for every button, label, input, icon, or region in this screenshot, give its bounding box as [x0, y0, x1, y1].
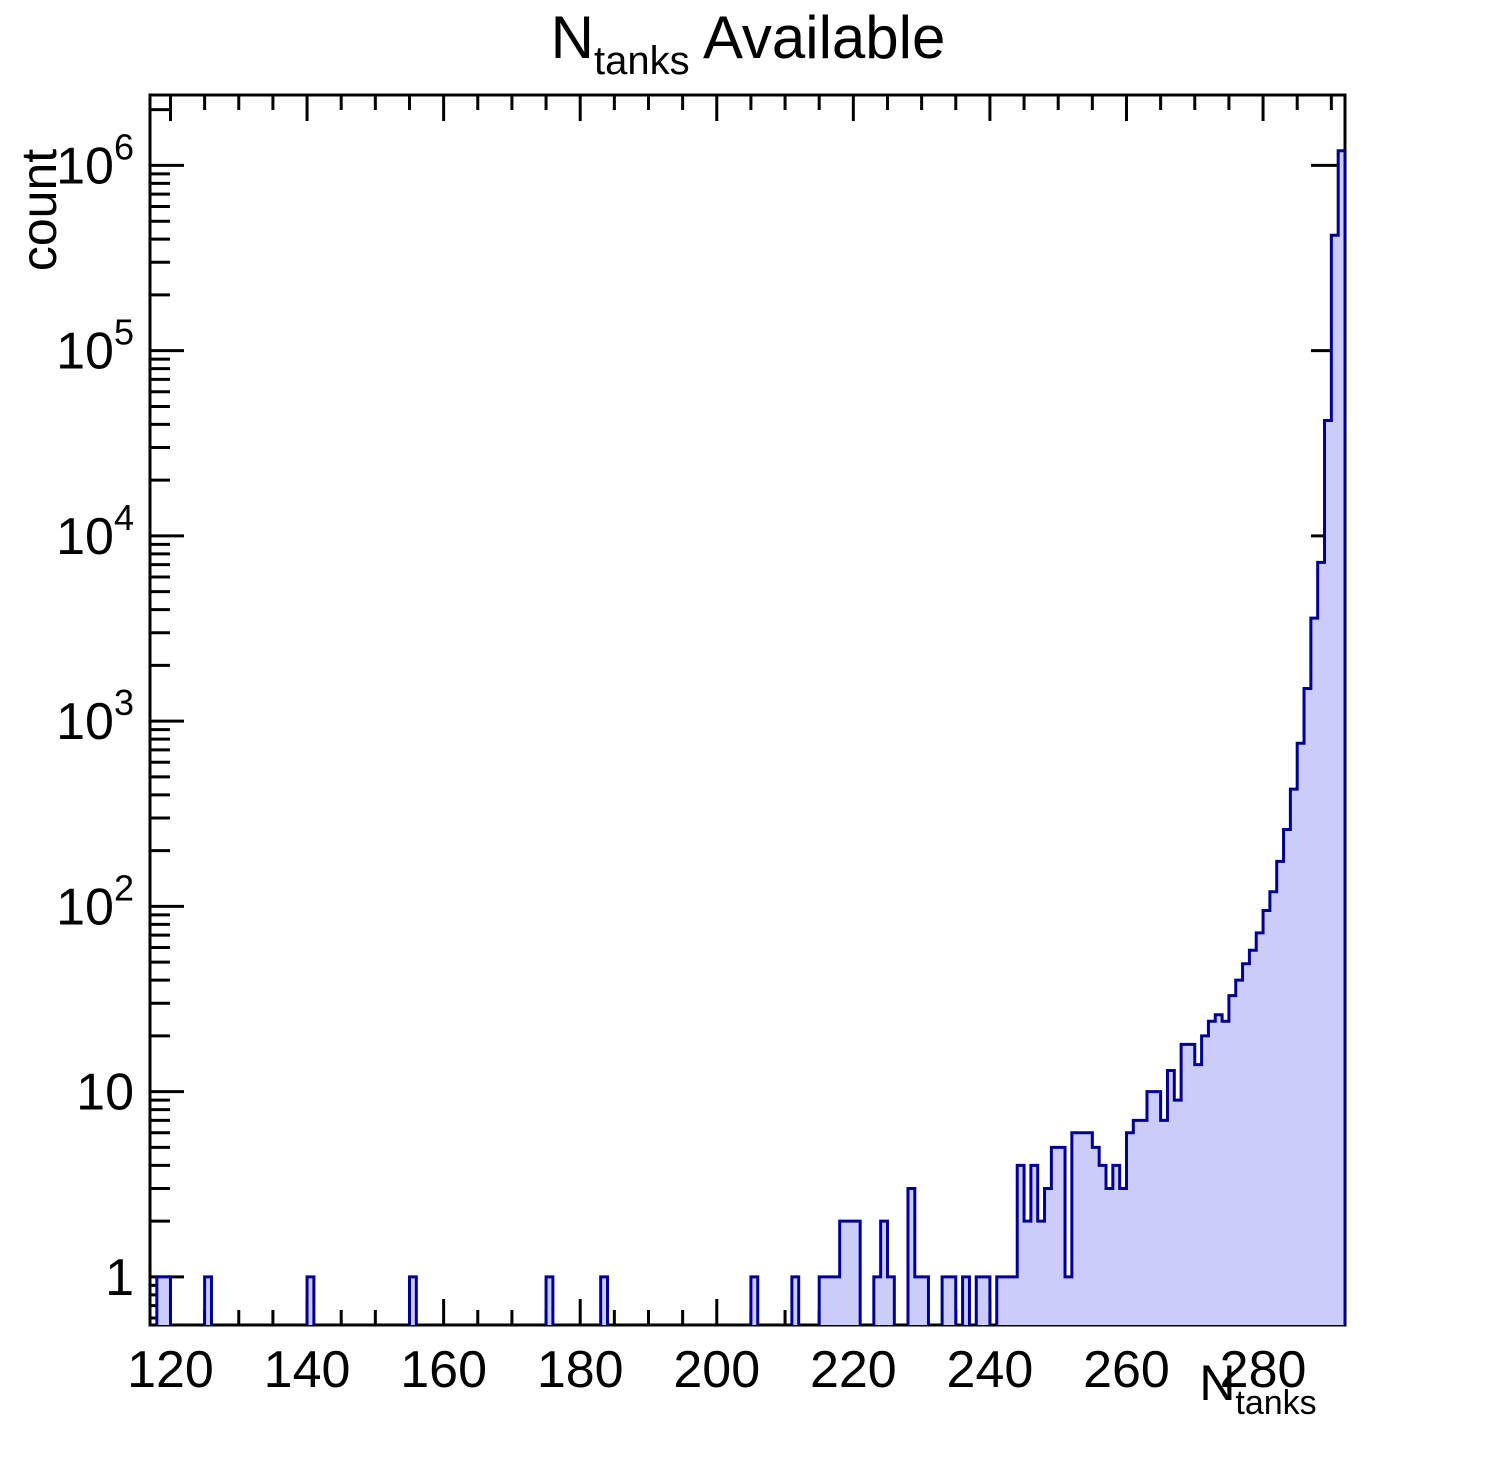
- y-tick-label: 102: [56, 867, 134, 936]
- x-tick-label: 180: [537, 1341, 624, 1399]
- y-tick-label: 1: [105, 1249, 134, 1307]
- y-axis-title-text: count: [11, 149, 67, 271]
- x-tick-label: 240: [947, 1341, 1034, 1399]
- y-tick-label: 105: [56, 312, 134, 381]
- plot-title-main: N: [551, 4, 594, 71]
- histogram-step-path: [155, 149, 1345, 1325]
- y-tick-label: 10: [76, 1064, 134, 1122]
- y-axis-title: count: [11, 149, 67, 271]
- x-tick-label: 160: [400, 1341, 487, 1399]
- x-tick-label: 140: [264, 1341, 351, 1399]
- plot-title-rest: Available: [690, 4, 946, 71]
- x-tick-label: 280: [1220, 1341, 1307, 1399]
- y-tick-label: 104: [56, 497, 134, 566]
- x-tick-label: 120: [127, 1341, 214, 1399]
- plot-title-subscript: tanks: [594, 39, 690, 83]
- x-tick-label: 200: [673, 1341, 760, 1399]
- x-tick-label: 220: [810, 1341, 897, 1399]
- x-axis-title-text: Ntanks: [1199, 1355, 1316, 1422]
- histogram-bars: [155, 149, 1345, 1325]
- x-axis-title: Ntanks: [1199, 1355, 1316, 1422]
- plot-title-text: Ntanks Available: [551, 4, 946, 83]
- plot-title: Ntanks Available: [551, 4, 946, 83]
- y-tick-label: 106: [56, 126, 134, 195]
- x-axis-title-main: N: [1199, 1355, 1235, 1411]
- y-tick-label: 103: [56, 682, 134, 751]
- x-tick-label: 260: [1083, 1341, 1170, 1399]
- x-axis-title-subscript: tanks: [1235, 1384, 1316, 1422]
